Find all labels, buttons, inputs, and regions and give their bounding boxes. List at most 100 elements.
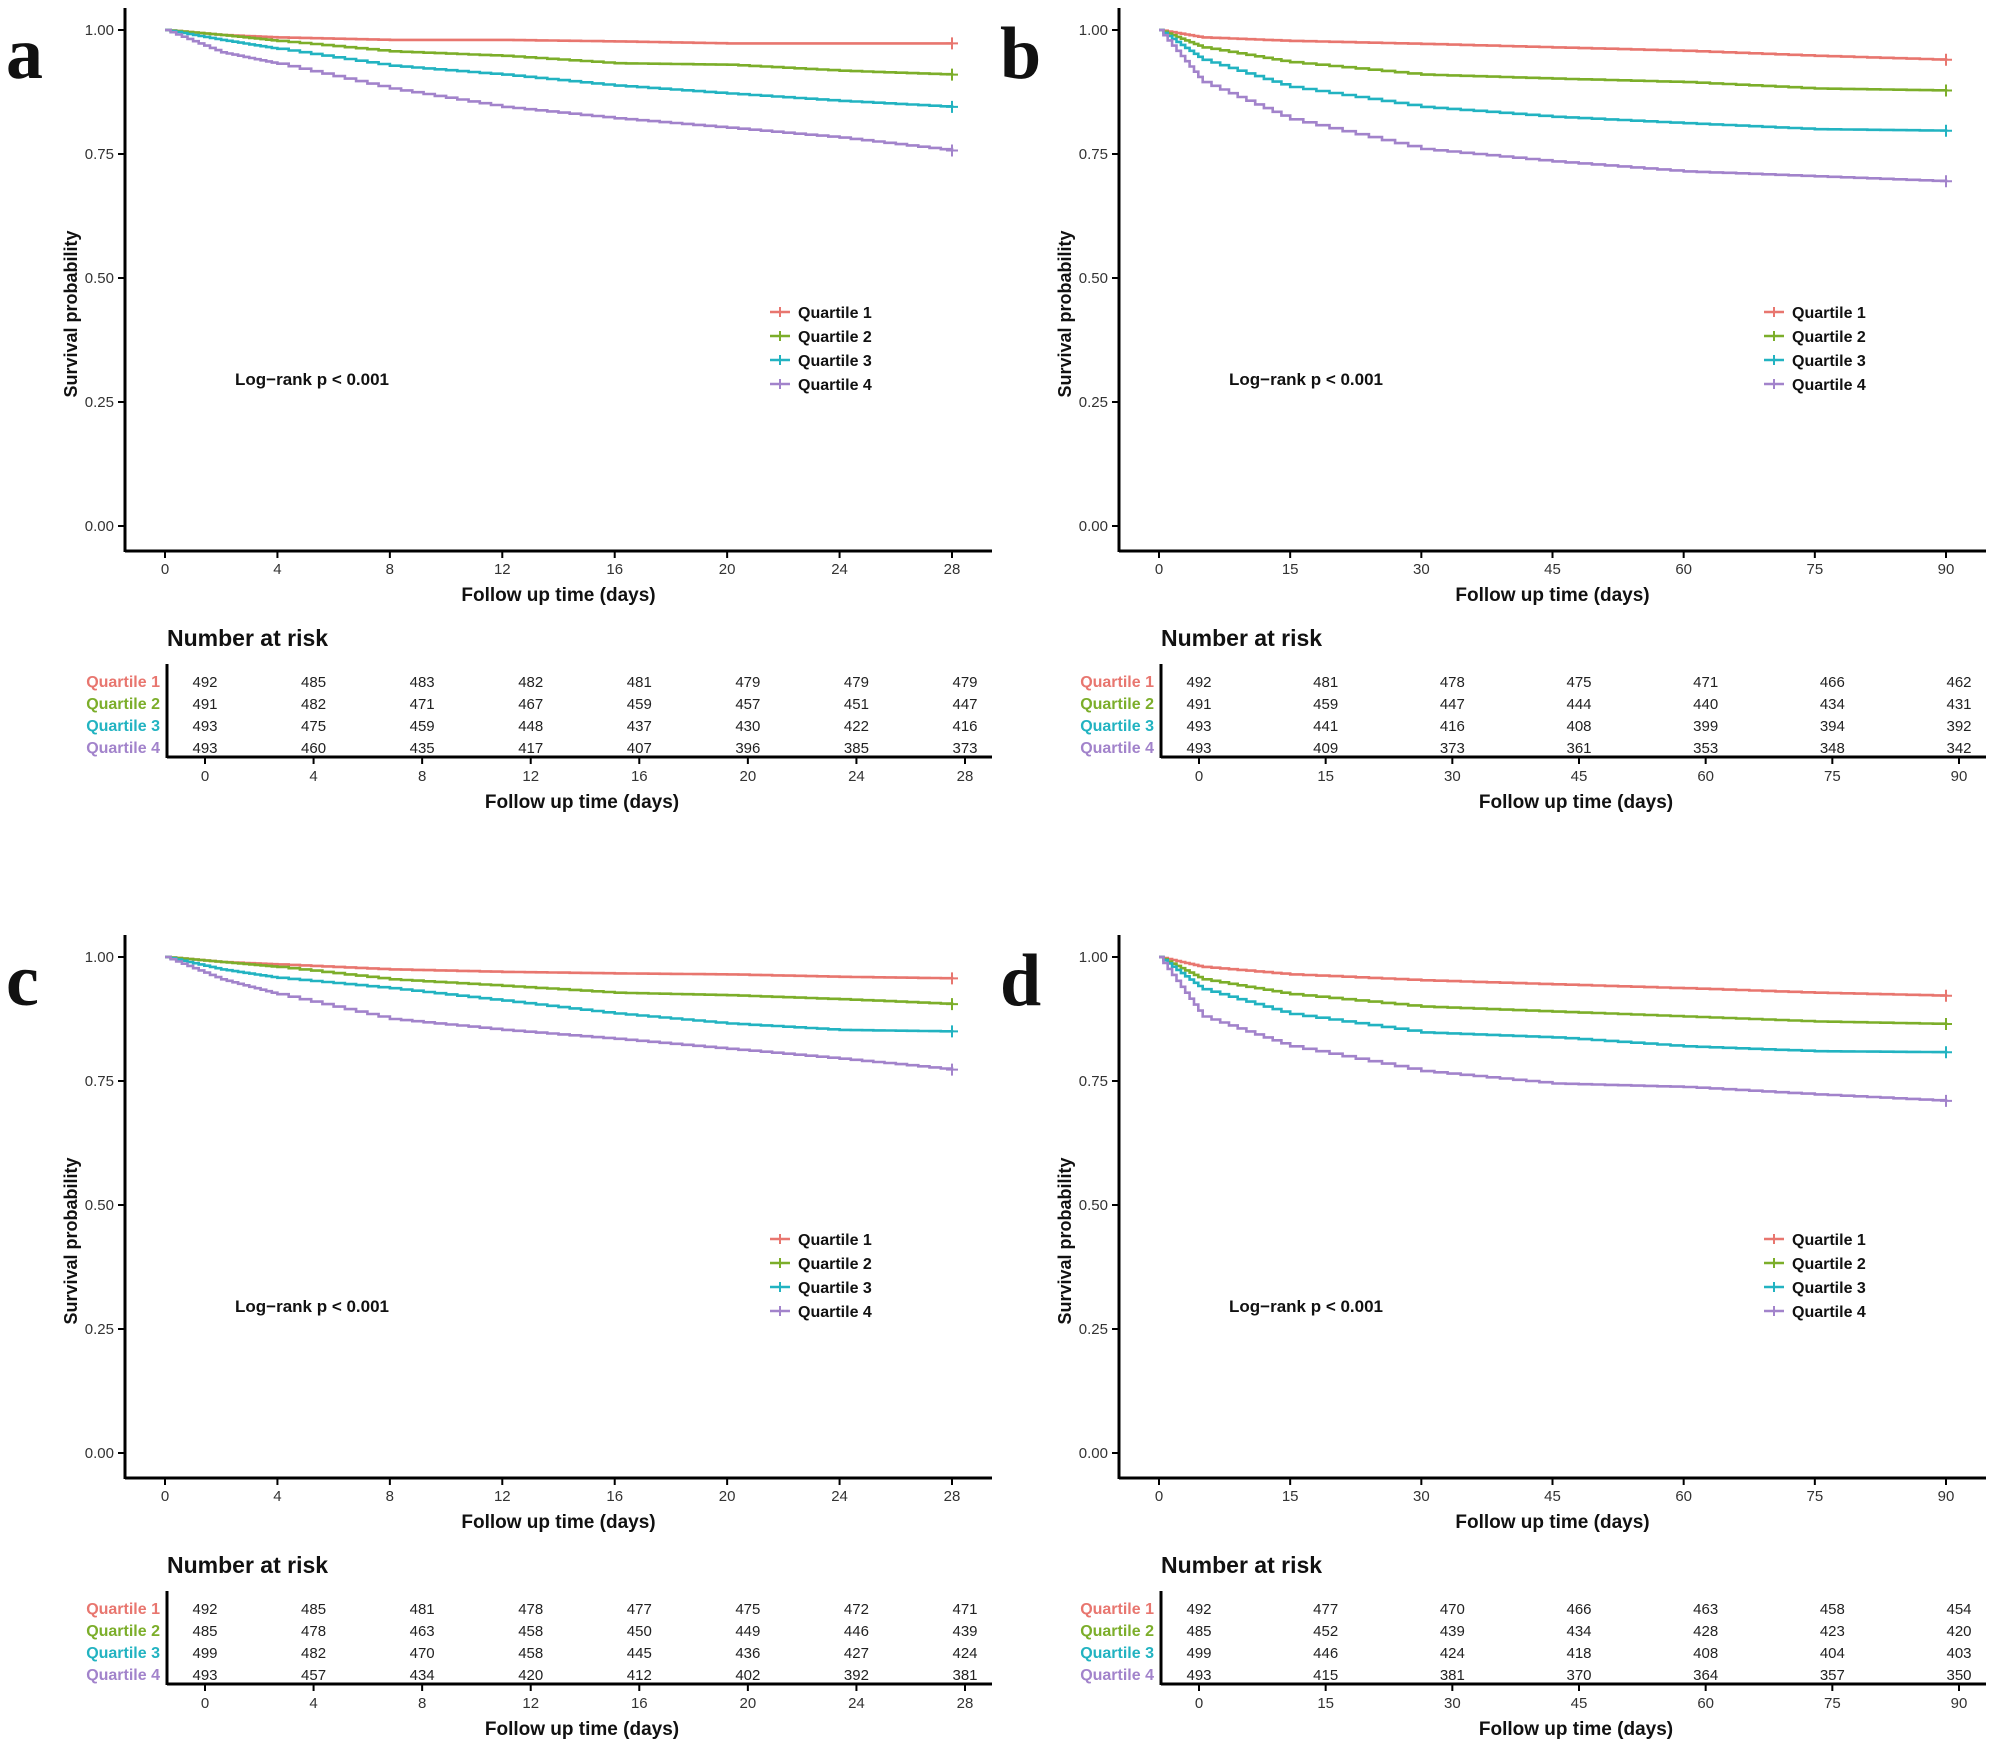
- risk-row-label: Quartile 1: [1080, 674, 1154, 691]
- y-tick-label: 0.75: [85, 1073, 114, 1090]
- risk-cell: 446: [1313, 1645, 1338, 1662]
- risk-cell: 434: [410, 1667, 435, 1684]
- x-tick-label: 30: [1413, 561, 1430, 578]
- risk-x-tick-label: 15: [1317, 768, 1334, 785]
- risk-x-tick-label: 30: [1444, 1695, 1461, 1712]
- x-tick-label: 4: [273, 1488, 281, 1505]
- risk-cell: 422: [844, 718, 869, 735]
- x-tick-label: 75: [1806, 1488, 1823, 1505]
- x-tick-label: 4: [273, 561, 281, 578]
- panel-letter: d: [1000, 940, 1041, 1022]
- risk-cell: 482: [301, 696, 326, 713]
- x-tick-label: 16: [606, 561, 623, 578]
- legend-label: Quartile 2: [1792, 329, 1866, 346]
- risk-cell: 475: [1566, 674, 1591, 691]
- risk-row-label: Quartile 4: [1080, 740, 1154, 757]
- x-tick-label: 60: [1675, 561, 1692, 578]
- risk-cell: 492: [192, 1601, 217, 1618]
- x-axis-label: Follow up time (days): [1455, 1512, 1649, 1533]
- risk-cell: 447: [1440, 696, 1465, 713]
- x-tick-label: 16: [606, 1488, 623, 1505]
- risk-x-tick-label: 60: [1697, 768, 1714, 785]
- x-tick-label: 15: [1282, 1488, 1299, 1505]
- panel-b: b 0.00 0.25 0.50 0.75 1.00 Survival probabilit…: [1000, 8, 1986, 813]
- legend-label: Quartile 3: [798, 353, 872, 370]
- risk-x-tick-label: 30: [1444, 768, 1461, 785]
- x-tick-label: 0: [1155, 1488, 1163, 1505]
- risk-row-label: Quartile 2: [1080, 696, 1154, 713]
- risk-x-tick-label: 0: [201, 1695, 209, 1712]
- risk-cell: 437: [627, 718, 652, 735]
- risk-cell: 403: [1946, 1645, 1971, 1662]
- risk-cell: 478: [1440, 674, 1465, 691]
- risk-x-tick-label: 24: [848, 1695, 865, 1712]
- risk-row-label: Quartile 4: [86, 740, 160, 757]
- risk-cell: 416: [1440, 718, 1465, 735]
- censor-mark: [1940, 84, 1952, 97]
- series-line-4: [165, 955, 954, 1070]
- risk-cell: 483: [410, 674, 435, 691]
- risk-cell: 485: [301, 1601, 326, 1618]
- risk-cell: 439: [952, 1623, 977, 1640]
- risk-x-tick-label: 8: [418, 768, 426, 785]
- risk-x-tick-label: 90: [1951, 768, 1968, 785]
- panel-d: d 0.00 0.25 0.50 0.75 1.00 Survival probabilit…: [1000, 935, 1986, 1740]
- risk-cell: 449: [735, 1623, 760, 1640]
- legend-label: Quartile 2: [1792, 1256, 1866, 1273]
- panel-letter: a: [6, 13, 43, 95]
- risk-cell: 492: [192, 674, 217, 691]
- risk-x-axis-label: Follow up time (days): [1479, 1719, 1673, 1740]
- y-tick-label: 0.25: [85, 1321, 114, 1338]
- x-tick-label: 60: [1675, 1488, 1692, 1505]
- censor-mark: [1940, 53, 1952, 66]
- y-tick-label: 1.00: [1079, 22, 1108, 39]
- risk-cell: 459: [627, 696, 652, 713]
- legend-label: Quartile 1: [798, 1232, 872, 1249]
- risk-cell: 485: [1186, 1623, 1211, 1640]
- censor-mark: [946, 1063, 958, 1076]
- risk-cell: 444: [1566, 696, 1591, 713]
- censor-mark: [946, 68, 958, 81]
- legend-label: Quartile 3: [1792, 353, 1866, 370]
- risk-cell: 492: [1186, 674, 1211, 691]
- legend-label: Quartile 4: [1792, 1304, 1866, 1321]
- risk-cell: 423: [1820, 1623, 1845, 1640]
- risk-x-tick-label: 16: [631, 1695, 648, 1712]
- risk-cell: 418: [1566, 1645, 1591, 1662]
- risk-cell: 458: [1820, 1601, 1845, 1618]
- risk-x-tick-label: 45: [1571, 768, 1588, 785]
- risk-x-tick-label: 4: [309, 1695, 317, 1712]
- risk-cell: 493: [1186, 1667, 1211, 1684]
- y-tick-label: 0.25: [1079, 1321, 1108, 1338]
- risk-cell: 492: [1186, 1601, 1211, 1618]
- risk-cell: 452: [1313, 1623, 1338, 1640]
- risk-cell: 407: [627, 740, 652, 757]
- y-tick-label: 1.00: [85, 22, 114, 39]
- risk-x-tick-label: 0: [201, 768, 209, 785]
- legend-label: Quartile 2: [798, 329, 872, 346]
- y-tick-label: 1.00: [1079, 949, 1108, 966]
- legend-label: Quartile 3: [1792, 1280, 1866, 1297]
- x-tick-label: 24: [831, 561, 848, 578]
- risk-x-tick-label: 8: [418, 1695, 426, 1712]
- risk-x-axis-label: Follow up time (days): [1479, 792, 1673, 813]
- risk-cell: 448: [518, 718, 543, 735]
- risk-x-tick-label: 0: [1195, 1695, 1203, 1712]
- x-tick-label: 30: [1413, 1488, 1430, 1505]
- censor-mark: [946, 1025, 958, 1038]
- risk-cell: 479: [952, 674, 977, 691]
- risk-cell: 441: [1313, 718, 1338, 735]
- x-tick-label: 0: [1155, 561, 1163, 578]
- censor-mark: [946, 998, 958, 1011]
- risk-cell: 430: [735, 718, 760, 735]
- risk-cell: 499: [192, 1645, 217, 1662]
- risk-cell: 431: [1946, 696, 1971, 713]
- x-axis-label: Follow up time (days): [1455, 585, 1649, 606]
- risk-cell: 436: [735, 1645, 760, 1662]
- risk-cell: 499: [1186, 1645, 1211, 1662]
- x-tick-label: 8: [386, 1488, 394, 1505]
- risk-cell: 479: [844, 674, 869, 691]
- risk-cell: 364: [1693, 1667, 1718, 1684]
- risk-x-axis-label: Follow up time (days): [485, 1719, 679, 1740]
- risk-cell: 417: [518, 740, 543, 757]
